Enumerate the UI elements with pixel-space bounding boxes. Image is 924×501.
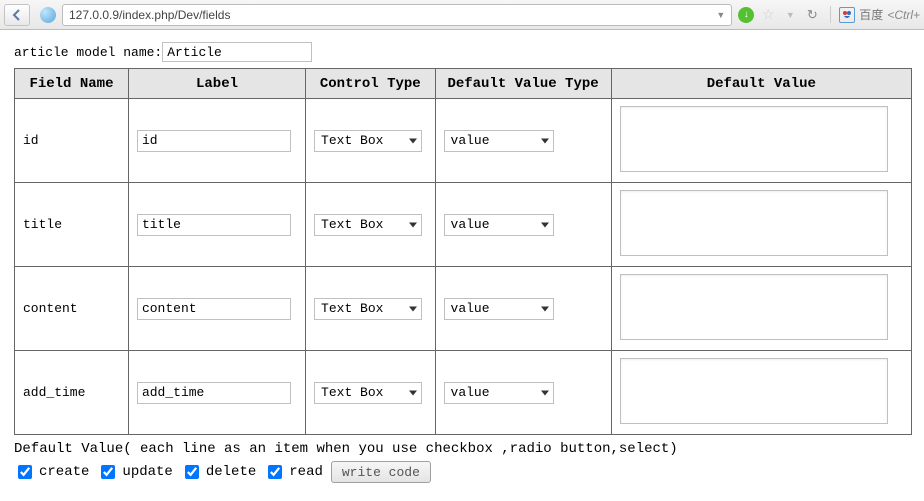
default-value-type-cell: value bbox=[435, 267, 611, 351]
search-engine-icon bbox=[839, 7, 855, 23]
table-row: id Text Box value bbox=[15, 99, 912, 183]
col-label: Label bbox=[128, 69, 305, 99]
field-name-cell: content bbox=[15, 267, 129, 351]
delete-checkbox-input[interactable] bbox=[185, 465, 199, 479]
read-label: read bbox=[289, 464, 323, 480]
chevron-down-icon bbox=[409, 222, 417, 227]
default-value-type-select[interactable]: value bbox=[444, 130, 554, 152]
default-value-hint: Default Value( each line as an item when… bbox=[14, 441, 910, 457]
create-checkbox-input[interactable] bbox=[18, 465, 32, 479]
default-value-type-cell: value bbox=[435, 99, 611, 183]
default-value-cell bbox=[611, 267, 911, 351]
search-engine-name: 百度 bbox=[859, 6, 883, 23]
url-dropdown-icon[interactable]: ▼ bbox=[716, 10, 725, 20]
field-name-cell: title bbox=[15, 183, 129, 267]
default-value-type-cell: value bbox=[435, 351, 611, 435]
control-type-value: Text Box bbox=[321, 133, 383, 148]
chevron-down-icon bbox=[541, 138, 549, 143]
create-label: create bbox=[39, 464, 89, 480]
col-default-value: Default Value bbox=[611, 69, 911, 99]
col-control-type: Control Type bbox=[306, 69, 435, 99]
default-value-textarea[interactable] bbox=[620, 106, 888, 172]
control-type-cell: Text Box bbox=[306, 99, 435, 183]
create-checkbox[interactable]: create bbox=[14, 462, 89, 482]
table-row: title Text Box value bbox=[15, 183, 912, 267]
default-value-type-select[interactable]: value bbox=[444, 382, 554, 404]
control-type-value: Text Box bbox=[321, 217, 383, 232]
control-type-cell: Text Box bbox=[306, 267, 435, 351]
write-code-button[interactable]: write code bbox=[331, 461, 431, 483]
addon-icon[interactable]: ↓ bbox=[738, 7, 754, 23]
delete-label: delete bbox=[206, 464, 256, 480]
field-name-cell: add_time bbox=[15, 351, 129, 435]
chevron-down-icon bbox=[541, 390, 549, 395]
delete-checkbox[interactable]: delete bbox=[181, 462, 256, 482]
default-value-cell bbox=[611, 99, 911, 183]
browser-toolbar: 127.0.0.9/index.php/Dev/fields ▼ ↓ ☆ ▼ ↻… bbox=[0, 0, 924, 30]
col-default-value-type: Default Value Type bbox=[435, 69, 611, 99]
default-value-type-value: value bbox=[451, 133, 490, 148]
label-input[interactable] bbox=[137, 214, 291, 236]
default-value-type-cell: value bbox=[435, 183, 611, 267]
label-cell bbox=[128, 183, 305, 267]
table-row: content Text Box value bbox=[15, 267, 912, 351]
field-name-cell: id bbox=[15, 99, 129, 183]
control-type-select[interactable]: Text Box bbox=[314, 382, 422, 404]
default-value-textarea[interactable] bbox=[620, 274, 888, 340]
url-bar[interactable]: 127.0.0.9/index.php/Dev/fields ▼ bbox=[62, 4, 732, 26]
chevron-down-icon bbox=[541, 222, 549, 227]
label-cell bbox=[128, 351, 305, 435]
search-engine-box[interactable]: 百度 <Ctrl+ bbox=[830, 6, 920, 23]
default-value-type-select[interactable]: value bbox=[444, 298, 554, 320]
fields-table: Field Name Label Control Type Default Va… bbox=[14, 68, 912, 435]
default-value-type-select[interactable]: value bbox=[444, 214, 554, 236]
chevron-down-icon bbox=[541, 306, 549, 311]
default-value-type-value: value bbox=[451, 217, 490, 232]
default-value-type-value: value bbox=[451, 385, 490, 400]
site-identity-icon bbox=[40, 7, 56, 23]
reload-icon[interactable]: ↻ bbox=[804, 7, 820, 23]
label-cell bbox=[128, 99, 305, 183]
back-button[interactable] bbox=[4, 4, 30, 26]
update-checkbox-input[interactable] bbox=[101, 465, 115, 479]
label-input[interactable] bbox=[137, 130, 291, 152]
default-value-type-value: value bbox=[451, 301, 490, 316]
control-type-cell: Text Box bbox=[306, 351, 435, 435]
label-cell bbox=[128, 267, 305, 351]
default-value-textarea[interactable] bbox=[620, 190, 888, 256]
model-name-input[interactable] bbox=[162, 42, 312, 62]
read-checkbox[interactable]: read bbox=[264, 462, 323, 482]
control-type-cell: Text Box bbox=[306, 183, 435, 267]
control-type-value: Text Box bbox=[321, 301, 383, 316]
read-checkbox-input[interactable] bbox=[268, 465, 282, 479]
dropdown-icon[interactable]: ▼ bbox=[782, 7, 798, 23]
model-name-label: article model name: bbox=[14, 45, 162, 60]
table-header-row: Field Name Label Control Type Default Va… bbox=[15, 69, 912, 99]
default-value-cell bbox=[611, 351, 911, 435]
control-type-select[interactable]: Text Box bbox=[314, 130, 422, 152]
control-type-select[interactable]: Text Box bbox=[314, 214, 422, 236]
default-value-cell bbox=[611, 183, 911, 267]
chevron-down-icon bbox=[409, 390, 417, 395]
chevron-down-icon bbox=[409, 306, 417, 311]
label-input[interactable] bbox=[137, 298, 291, 320]
label-input[interactable] bbox=[137, 382, 291, 404]
bookmark-icon[interactable]: ☆ bbox=[760, 7, 776, 23]
control-type-select[interactable]: Text Box bbox=[314, 298, 422, 320]
update-label: update bbox=[122, 464, 172, 480]
table-row: add_time Text Box value bbox=[15, 351, 912, 435]
default-value-textarea[interactable] bbox=[620, 358, 888, 424]
chevron-down-icon bbox=[409, 138, 417, 143]
url-text: 127.0.0.9/index.php/Dev/fields bbox=[69, 8, 230, 22]
update-checkbox[interactable]: update bbox=[97, 462, 172, 482]
search-hint: <Ctrl+ bbox=[887, 8, 920, 22]
col-field-name: Field Name bbox=[15, 69, 129, 99]
control-type-value: Text Box bbox=[321, 385, 383, 400]
